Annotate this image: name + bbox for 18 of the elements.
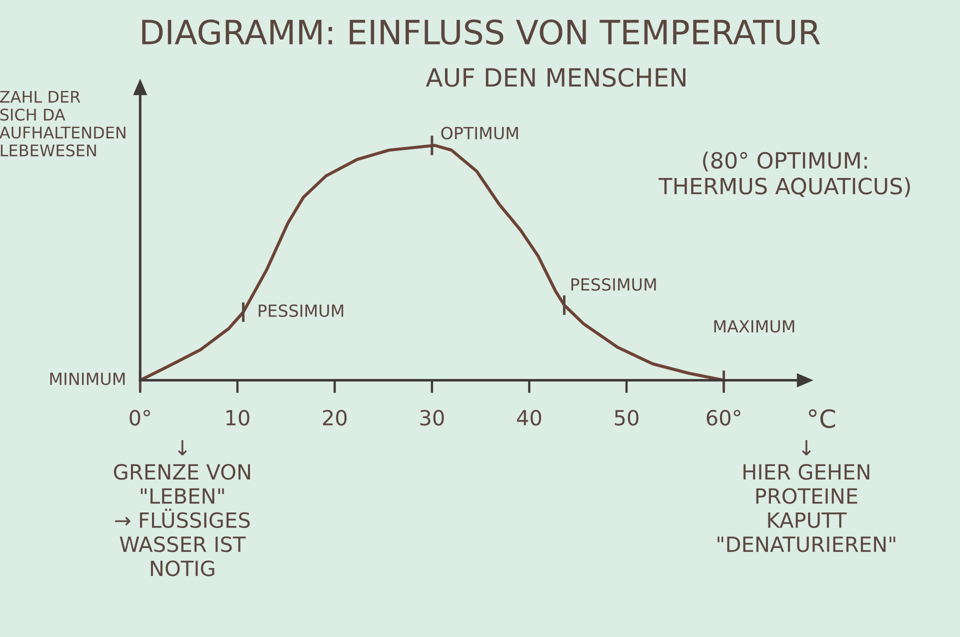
x-tick-label: 50 (614, 410, 638, 426)
annotation: MINIMUM (50, 372, 125, 386)
x-tick-label: 60° (706, 410, 740, 426)
annotation: MAXIMUM (714, 320, 794, 333)
x-tick-label: 40 (517, 410, 542, 426)
chart-subtitle: AUF DEN MENSCHEN (426, 68, 686, 87)
x-tick-label: 20 (322, 410, 347, 426)
annotation: OPTIMUM (441, 126, 518, 140)
chart-title: DIAGRAMM: EINFLUSS VON TEMPERATUR (142, 19, 820, 45)
annotation: PESSIMUM (571, 278, 656, 291)
x-axis-title: °C (808, 409, 836, 428)
text: ↓ HIER GEHEN PROTEINE KAPUTT "DENATURIEREN" (718, 440, 896, 552)
annotation: PESSIMUM (258, 304, 344, 318)
text: ↓ GRENZE VON "LEBEN" → FLÜSSIGES WASSER IST NOTIG (114, 440, 250, 576)
annotation: (80° OPTIMUM: THERMUS AQUATICUS) (658, 152, 910, 198)
x-tick-label: 10 (226, 410, 250, 426)
x-tick-label: 30 (420, 410, 444, 426)
x-tick-label: 0° (130, 410, 150, 426)
